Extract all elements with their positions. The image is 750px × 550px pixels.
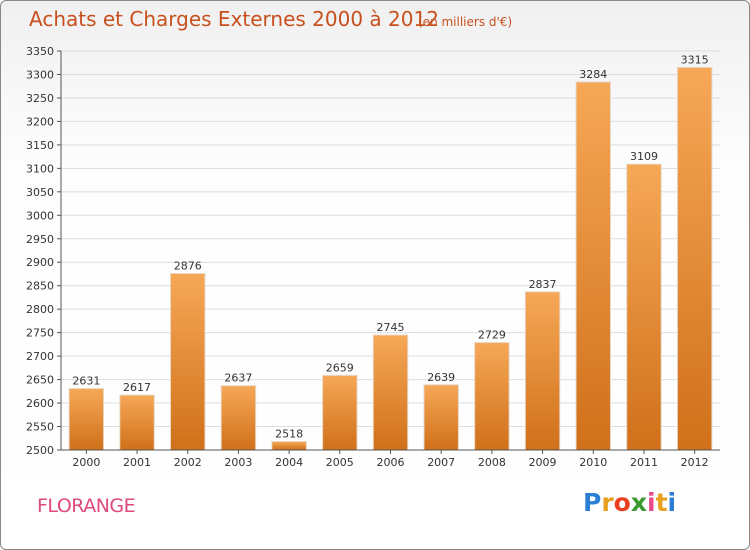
data-label: 2729 [478,329,506,342]
x-tick-label: 2007 [427,456,455,469]
brand-letter: x [630,488,647,517]
y-tick-label: 3150 [26,139,54,152]
x-tick-label: 2006 [377,456,405,469]
y-tick-label: 3200 [26,115,54,128]
axes [57,50,720,454]
city-label: FLORANGE [37,495,136,517]
y-tick-label: 2950 [26,233,54,246]
y-tick-label: 2650 [26,374,54,387]
bar [322,374,358,451]
y-tick-label: 2850 [26,280,54,293]
y-tick-label: 3350 [26,45,54,58]
y-tick-label: 2550 [26,421,54,434]
chart-title: Achats et Charges Externes 2000 à 2012 [29,7,439,31]
data-label: 3284 [579,68,607,81]
bar [220,385,257,451]
y-tick-label: 3050 [26,186,54,199]
brand-letter: o [613,488,631,517]
data-label: 2631 [72,375,100,388]
bar [372,334,409,451]
x-tick-label: 2002 [174,456,202,469]
y-tick-label: 2600 [26,397,54,410]
data-label: 2745 [377,321,405,334]
x-tick-label: 2012 [681,456,709,469]
data-label: 2637 [224,372,252,385]
bar [474,342,510,451]
y-tick-label: 3000 [26,209,54,222]
labels: 2500 2550 2600 2650 2700 2750 2800 2850 2900 2950… [26,45,709,469]
y-tick-label: 3100 [26,162,54,175]
y-tick-label: 3300 [26,68,54,81]
bar [626,163,662,451]
data-label: 2639 [427,371,455,384]
bars [68,66,713,451]
brand-letter: r [601,488,614,517]
x-tick-label: 2003 [224,456,252,469]
data-label: 2837 [529,278,557,291]
data-label: 3315 [681,53,709,66]
bar [575,81,612,451]
brand-letter: i [647,488,656,517]
bar [68,388,105,451]
bar [423,384,459,451]
x-tick-label: 2008 [478,456,506,469]
bar [271,441,307,451]
y-tick-label: 2800 [26,303,54,316]
y-tick-label: 2900 [26,256,54,269]
data-label: 2518 [275,428,303,441]
bar [676,66,713,451]
x-tick-label: 2010 [579,456,607,469]
x-tick-label: 2011 [630,456,658,469]
bar [524,291,561,451]
data-label: 2659 [326,361,354,374]
y-tick-label: 2750 [26,327,54,340]
x-tick-label: 2001 [123,456,151,469]
brand-letter: t [655,488,668,517]
y-tick-label: 2700 [26,350,54,363]
data-label: 3109 [630,150,658,163]
data-label: 2876 [174,260,202,273]
y-tick-label: 3250 [26,92,54,105]
brand-logo[interactable]: Proxiti [583,488,676,517]
x-tick-label: 2009 [529,456,557,469]
chart-subtitle: (en milliers d'€) [418,15,513,29]
brand-letter: P [583,488,602,517]
x-tick-label: 2005 [326,456,354,469]
bar [169,273,206,451]
y-tick-label: 2500 [26,444,54,457]
brand-letter: i [667,488,677,517]
x-tick-label: 2004 [275,456,303,469]
x-tick-label: 2000 [72,456,100,469]
data-label: 2617 [123,381,151,394]
bar [119,394,155,451]
